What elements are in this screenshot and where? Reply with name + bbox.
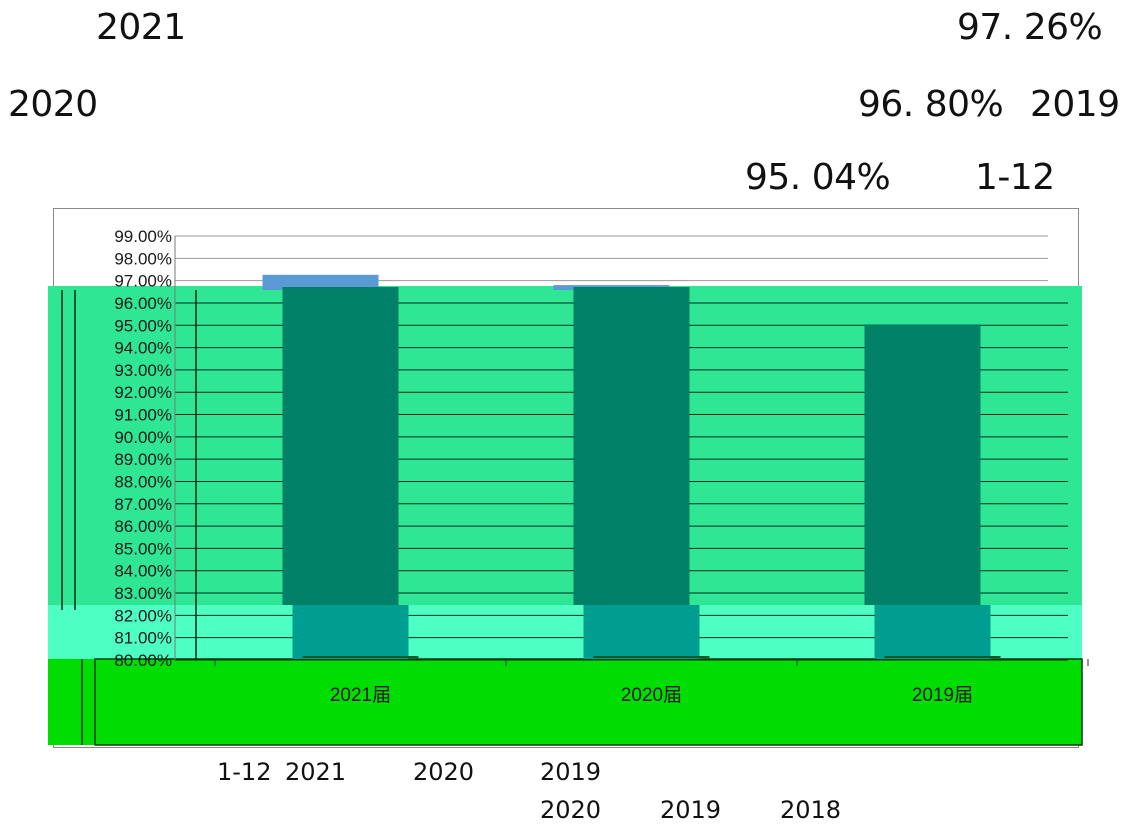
y-tick-label: 98.00% (114, 249, 172, 268)
axis-band (48, 659, 1082, 745)
bar (864, 324, 981, 605)
text-value-95-04: 95. 04% (745, 157, 891, 198)
y-tick-label: 88.00% (114, 472, 172, 491)
caption2-year-2020: 2020 (540, 796, 602, 824)
bar-lower (874, 605, 991, 659)
y-tick-label: 95.00% (114, 316, 172, 335)
x-category-label: 2019届 (912, 685, 973, 706)
text-year-2020: 2020 (8, 84, 98, 125)
caption-range-1-12: 1-12 (217, 758, 272, 786)
caption-year-2019: 2019 (540, 758, 602, 786)
y-tick-label: 83.00% (114, 584, 172, 603)
x-category-label: 2021届 (330, 685, 391, 706)
y-tick-label: 85.00% (114, 539, 172, 558)
bar-lower (292, 605, 409, 659)
y-tick-label: 92.00% (114, 383, 172, 402)
y-tick-label: 90.00% (114, 428, 172, 447)
text-year-2019: 2019 (1030, 84, 1120, 125)
y-tick-label: 97.00% (114, 272, 172, 291)
y-tick-label: 96.00% (114, 294, 172, 313)
y-tick-label: 93.00% (114, 361, 172, 380)
bar (282, 287, 399, 605)
y-tick-label: 86.00% (114, 517, 172, 536)
caption2-year-2019: 2019 (660, 796, 722, 824)
y-tick-label: 89.00% (114, 450, 172, 469)
y-tick-label: 80.00% (114, 651, 172, 670)
text-range-1-12: 1-12 (975, 157, 1055, 198)
text-year-2021: 2021 (96, 7, 186, 48)
x-category-label: 2020届 (621, 685, 682, 706)
bar-lower (583, 605, 700, 659)
text-value-96-80: 96. 80% (858, 84, 1004, 125)
y-tick-label: 82.00% (114, 606, 172, 625)
bar-top (262, 274, 379, 290)
y-tick-label: 87.00% (114, 495, 172, 514)
caption2-year-2018: 2018 (780, 796, 842, 824)
y-tick-label: 91.00% (114, 406, 172, 425)
y-tick-label: 84.00% (114, 562, 172, 581)
y-tick-label: 81.00% (114, 629, 172, 648)
caption-year-2021: 2021 (285, 758, 347, 786)
text-value-97-26: 97. 26% (957, 7, 1103, 48)
caption-year-2020: 2020 (413, 758, 475, 786)
bar (573, 287, 690, 605)
y-tick-label: 99.00% (114, 227, 172, 246)
y-tick-label: 94.00% (114, 339, 172, 358)
